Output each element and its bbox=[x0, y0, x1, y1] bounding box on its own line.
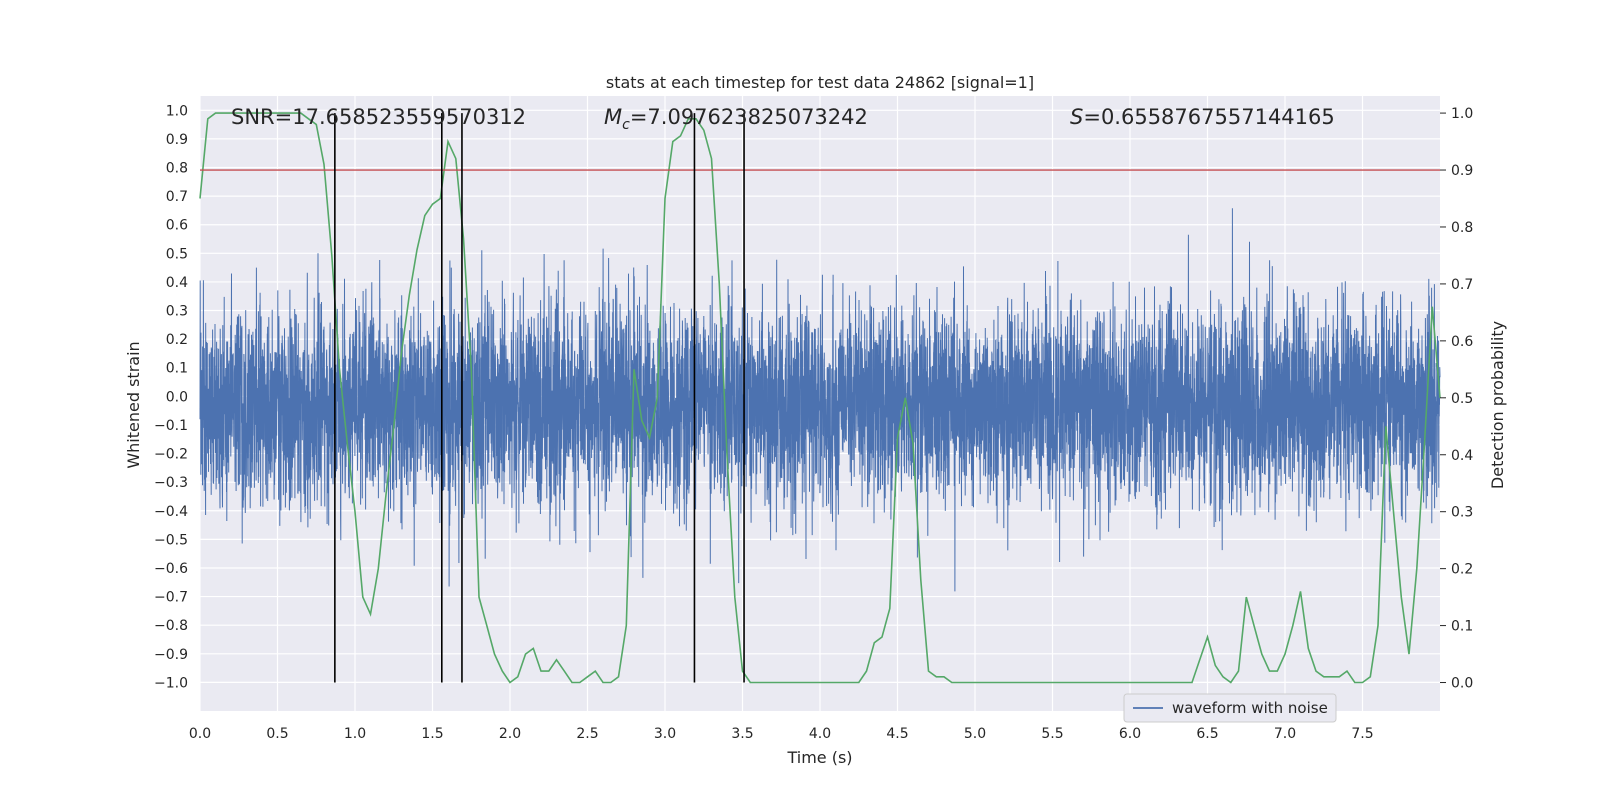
legend: waveform with noise bbox=[1123, 693, 1337, 723]
y-tick-label: 0.8 bbox=[166, 161, 188, 177]
x-axis-label: Time (s) bbox=[786, 748, 852, 767]
right-y-tick-label: 1.0 bbox=[1451, 106, 1473, 122]
y-tick-label: 0.2 bbox=[166, 332, 188, 348]
x-tick-label: 1.5 bbox=[421, 726, 443, 742]
y-tick-label: 0.5 bbox=[166, 246, 188, 262]
y-tick-label: 0.7 bbox=[166, 189, 188, 205]
x-tick-label: 0.0 bbox=[189, 726, 211, 742]
right-y-tick-label: 0.3 bbox=[1451, 505, 1473, 521]
right-y-tick-label: 0.0 bbox=[1451, 676, 1473, 692]
mc-subscript: c bbox=[622, 117, 630, 133]
x-tick-label: 5.5 bbox=[1041, 726, 1063, 742]
x-tick-label: 7.0 bbox=[1274, 726, 1296, 742]
y-tick-labels: 1.0 0.9 0.8 0.7 0.6 0.5 0.4 0.3 0.2 0.1 0.0 −0.1 −0.… bbox=[154, 103, 188, 691]
x-tick-label: 6.0 bbox=[1119, 726, 1141, 742]
right-y-tick-label: 0.2 bbox=[1451, 562, 1473, 578]
chart-title: stats at each timestep for test data 248… bbox=[606, 73, 1034, 92]
y-tick-label: −0.8 bbox=[154, 618, 188, 634]
y-tick-label: −0.4 bbox=[154, 504, 188, 520]
x-tick-label: 1.0 bbox=[344, 726, 366, 742]
x-tick-label: 4.0 bbox=[809, 726, 831, 742]
mc-symbol: M bbox=[604, 105, 622, 129]
x-tick-label: 5.0 bbox=[964, 726, 986, 742]
y-tick-label: 0.4 bbox=[166, 275, 188, 291]
y-tick-label: 0.1 bbox=[166, 361, 188, 377]
right-y-axis-label: Detection probability bbox=[1488, 321, 1507, 489]
y-tick-label: −0.6 bbox=[154, 561, 188, 577]
y-tick-label: 0.9 bbox=[166, 132, 188, 148]
right-y-tick-labels: 0.0 0.1 0.2 0.3 0.4 0.5 0.6 0.7 0.8 0.9 1.0 bbox=[1440, 106, 1473, 692]
x-tick-label: 3.5 bbox=[731, 726, 753, 742]
x-tick-label: 2.0 bbox=[499, 726, 521, 742]
y-tick-label: 0.3 bbox=[166, 304, 188, 320]
y-axis-label: Whitened strain bbox=[124, 341, 143, 468]
x-tick-label: 6.5 bbox=[1196, 726, 1218, 742]
right-y-tick-label: 0.5 bbox=[1451, 391, 1473, 407]
right-y-tick-label: 0.1 bbox=[1451, 619, 1473, 635]
y-tick-label: −1.0 bbox=[154, 675, 188, 691]
x-tick-label: 7.5 bbox=[1351, 726, 1373, 742]
y-tick-label: 1.0 bbox=[166, 103, 188, 119]
x-tick-label: 2.5 bbox=[576, 726, 598, 742]
legend-label: waveform with noise bbox=[1172, 699, 1328, 717]
waveform-series bbox=[199, 208, 1441, 592]
legend-box bbox=[1123, 693, 1337, 723]
y-tick-label: −0.2 bbox=[154, 447, 188, 463]
right-y-tick-label: 0.6 bbox=[1451, 334, 1473, 350]
y-tick-label: 0.6 bbox=[166, 218, 188, 234]
s-symbol: S bbox=[1070, 105, 1083, 129]
x-tick-label: 3.0 bbox=[654, 726, 676, 742]
mc-value: =7.097623825073242 bbox=[630, 105, 868, 129]
y-tick-label: −0.9 bbox=[154, 647, 188, 663]
s-annotation: S=0.6558767557144165 bbox=[1070, 105, 1335, 129]
y-tick-label: −0.7 bbox=[154, 590, 188, 606]
y-tick-label: 0.0 bbox=[166, 389, 188, 405]
y-tick-label: −0.1 bbox=[154, 418, 188, 434]
probability-series bbox=[199, 112, 1441, 684]
marker-lines bbox=[334, 113, 745, 683]
s-value: =0.6558767557144165 bbox=[1083, 105, 1334, 129]
right-y-tick-label: 0.8 bbox=[1451, 220, 1473, 236]
probability-line bbox=[199, 112, 1441, 684]
snr-annotation: SNR=17.658523559570312 bbox=[231, 105, 526, 129]
right-y-tick-label: 0.7 bbox=[1451, 277, 1473, 293]
y-tick-label: −0.5 bbox=[154, 532, 188, 548]
x-tick-label: 0.5 bbox=[266, 726, 288, 742]
mc-annotation: Mc=7.097623825073242 bbox=[604, 105, 868, 133]
y-tick-label: −0.3 bbox=[154, 475, 188, 491]
x-tick-label: 4.5 bbox=[886, 726, 908, 742]
right-y-tick-label: 0.4 bbox=[1451, 448, 1473, 464]
waveform-line bbox=[199, 208, 1441, 592]
right-y-tick-label: 0.9 bbox=[1451, 163, 1473, 179]
x-tick-labels: 0.0 0.5 1.0 1.5 2.0 2.5 3.0 3.5 4.0 4.5 5.0 5.5 6.0 6… bbox=[189, 726, 1374, 742]
